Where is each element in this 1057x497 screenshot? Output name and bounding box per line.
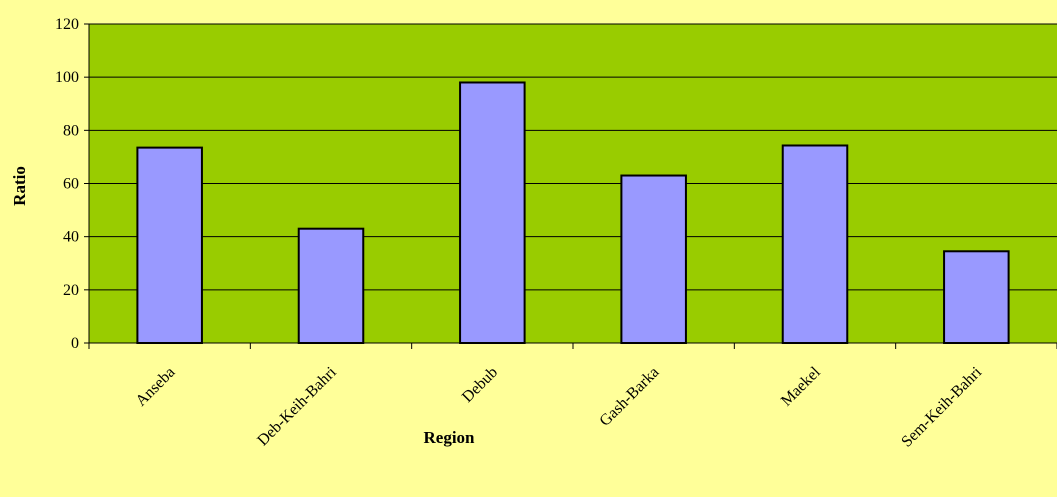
x-axis-title: Region [424, 428, 476, 447]
gridlines [89, 23, 1057, 291]
bar-debub [459, 81, 526, 344]
y-tick-labels: 0 20 40 60 80 100 120 [55, 16, 79, 352]
y-tick-label: 0 [71, 335, 79, 352]
y-tick-label: 80 [63, 122, 79, 139]
bar-gash-barka [620, 174, 687, 344]
bar-sem-keih-bahri [943, 250, 1010, 345]
bars [136, 81, 1010, 345]
bar-maekel [781, 144, 849, 344]
y-axis-title: Ratio [10, 166, 29, 206]
axes [84, 23, 1057, 349]
y-tick-label: 120 [55, 16, 79, 33]
y-tick-label: 60 [63, 176, 79, 193]
y-tick-label: 100 [55, 69, 79, 86]
bar-deb-keih-bahri [297, 227, 365, 344]
y-tick-label: 20 [63, 282, 79, 299]
bar-anseba [136, 146, 203, 344]
y-tick-label: 40 [63, 229, 79, 246]
